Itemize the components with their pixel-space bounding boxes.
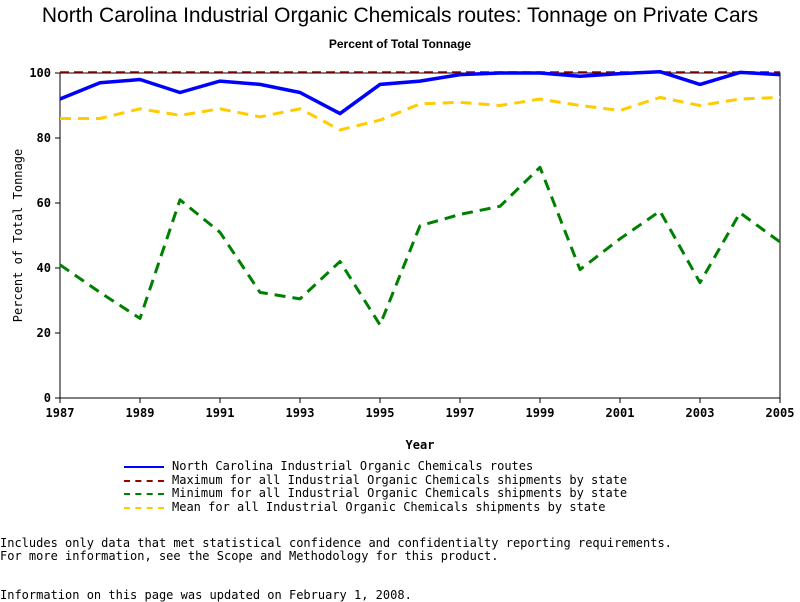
x-tick-label: 1995 <box>366 406 395 420</box>
x-axis-label: Year <box>406 438 435 452</box>
x-tick-label: 2005 <box>766 406 795 420</box>
x-tick-label: 2001 <box>606 406 635 420</box>
x-tick-label: 1989 <box>126 406 155 420</box>
legend-swatch-mean <box>124 506 164 509</box>
x-tick-label: 1997 <box>446 406 475 420</box>
x-tick-label: 1993 <box>286 406 315 420</box>
legend-label-nc: North Carolina Industrial Organic Chemic… <box>172 459 534 473</box>
x-tick-label: 2003 <box>686 406 715 420</box>
series-line-minimum <box>59 165 781 327</box>
chart-title: North Carolina Industrial Organic Chemic… <box>41 4 759 27</box>
y-tick-label: 40 <box>37 261 51 275</box>
legend-swatch-max <box>124 479 164 482</box>
y-tick-label: 80 <box>37 131 51 145</box>
chart-subtitle: Percent of Total Tonnage <box>328 37 472 51</box>
x-tick-label: 1999 <box>526 406 555 420</box>
footnote-methodology: For more information, see the Scope and … <box>0 549 499 563</box>
series-line-mean <box>60 95 781 132</box>
y-tick-label: 60 <box>37 196 51 210</box>
footnote-updated: Information on this page was updated on … <box>0 588 412 602</box>
legend-label-mean: Mean for all Industrial Organic Chemical… <box>172 499 606 514</box>
series-line-nc <box>59 69 781 116</box>
legend-label-min: Minimum for all Industrial Organic Chemi… <box>172 486 628 500</box>
y-axis-label: Percent of Total Tonnage <box>11 149 25 322</box>
y-tick-label: 0 <box>44 391 51 405</box>
x-tick-label: 1987 <box>46 406 75 420</box>
y-tick-label: 20 <box>37 326 51 340</box>
x-tick-label: 1991 <box>206 406 235 420</box>
legend-swatch-nc <box>124 466 164 468</box>
legend-swatch-min <box>124 493 164 495</box>
legend-label-max: Maximum for all Industrial Organic Chemi… <box>172 472 628 487</box>
footnote-confidence: Includes only data that met statistical … <box>0 536 672 550</box>
plot-frame <box>59 72 781 399</box>
y-tick-label: 100 <box>29 66 51 80</box>
